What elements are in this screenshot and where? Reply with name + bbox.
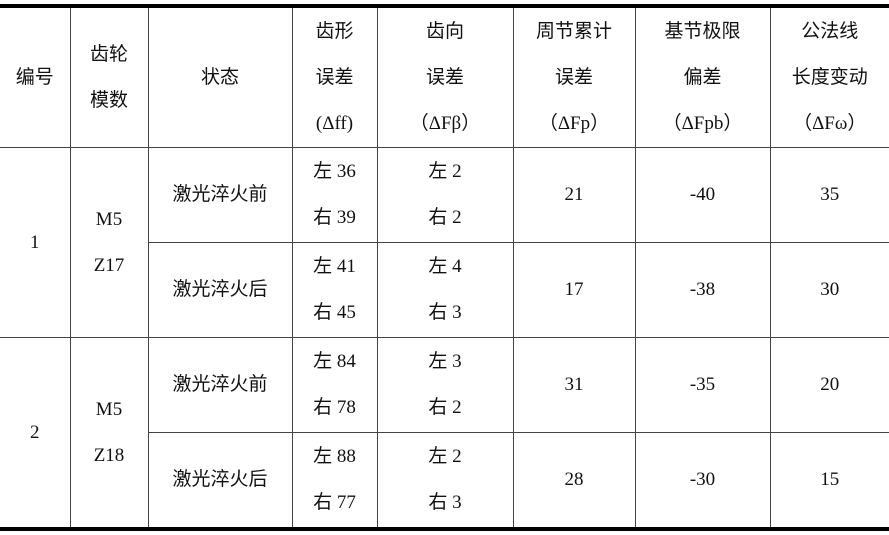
cell-helix: 左 3 右 2 bbox=[376, 337, 514, 433]
right-value: 右 77 bbox=[313, 492, 356, 513]
cell-state: 激光淬火后 bbox=[148, 432, 293, 530]
header-text: （ΔFω） bbox=[793, 112, 867, 134]
cell-profile: 左 41 右 45 bbox=[291, 242, 378, 338]
cell-normal-len: 35 bbox=[769, 147, 889, 243]
cell-state: 激光淬火前 bbox=[147, 147, 293, 243]
header-text: （ΔFβ） bbox=[409, 112, 481, 134]
state-text: 激光淬火后 bbox=[172, 469, 268, 490]
value: 15 bbox=[820, 469, 840, 490]
cell-helix: 左 2 右 2 bbox=[376, 147, 514, 243]
header-text: 长度变动 bbox=[791, 66, 868, 88]
value: -35 bbox=[689, 374, 716, 395]
table-row: 激光淬火后 左 88 右 77 左 2 右 3 28 -30 15 bbox=[0, 432, 889, 530]
header-text: 模数 bbox=[89, 89, 128, 111]
cell-base-pitch: -40 bbox=[634, 147, 771, 243]
value: -30 bbox=[689, 469, 716, 490]
cell-id: 1 bbox=[0, 147, 71, 338]
left-value: 左 88 bbox=[313, 446, 356, 467]
header-text: 编号 bbox=[15, 66, 54, 88]
left-value: 左 4 bbox=[428, 256, 462, 277]
teeth-text: Z18 bbox=[93, 444, 125, 466]
right-value: 右 2 bbox=[428, 397, 462, 418]
left-value: 左 41 bbox=[313, 256, 356, 277]
header-base-pitch: 基节极限偏差 （ΔFpb） bbox=[634, 5, 771, 148]
header-text: （ΔFp） bbox=[538, 112, 610, 134]
header-text: 基节极限 bbox=[664, 20, 741, 42]
cell-id: 2 bbox=[0, 337, 71, 530]
value: 20 bbox=[820, 374, 840, 395]
value: -40 bbox=[689, 184, 716, 205]
cell-pitch-cum: 28 bbox=[512, 432, 636, 530]
gear-error-table: 编号 齿轮模数 状态 齿形误差 (Δff) 齿向误差 （ΔFβ） 周节累计误差 （ΔF… bbox=[0, 4, 889, 531]
cell-normal-len: 20 bbox=[769, 337, 889, 433]
value: 28 bbox=[564, 469, 584, 490]
cell-normal-len: 15 bbox=[769, 432, 889, 530]
cell-helix: 左 4 右 3 bbox=[376, 242, 514, 338]
value: 35 bbox=[820, 184, 840, 205]
id-text: 2 bbox=[30, 421, 40, 443]
header-helix: 齿向误差 （ΔFβ） bbox=[376, 5, 514, 148]
module-text: M5 bbox=[95, 208, 123, 230]
table-row: 激光淬火后 左 41 右 45 左 4 右 3 17 -38 30 bbox=[0, 242, 889, 338]
right-value: 右 2 bbox=[428, 207, 462, 228]
value: 21 bbox=[564, 184, 584, 205]
left-value: 左 36 bbox=[313, 161, 356, 182]
teeth-text: Z17 bbox=[93, 254, 125, 276]
header-text: （ΔFpb） bbox=[662, 112, 743, 134]
cell-state: 激光淬火后 bbox=[148, 242, 293, 338]
id-text: 1 bbox=[30, 231, 40, 253]
state-text: 激光淬火前 bbox=[172, 184, 268, 205]
cell-base-pitch: -30 bbox=[634, 432, 771, 530]
header-row: 编号 齿轮模数 状态 齿形误差 (Δff) 齿向误差 （ΔFβ） 周节累计误差 （ΔF… bbox=[0, 5, 889, 148]
table-row: 2 M5 Z18 激光淬火前 左 84 右 78 左 3 右 2 31 -35 20 bbox=[0, 337, 889, 530]
value: 17 bbox=[564, 279, 584, 300]
cell-normal-len: 30 bbox=[769, 242, 889, 338]
header-id: 编号 bbox=[0, 5, 71, 148]
header-text: 误差 bbox=[554, 66, 593, 88]
header-pitch-cum: 周节累计误差 （ΔFp） bbox=[512, 5, 636, 148]
cell-pitch-cum: 31 bbox=[512, 337, 636, 433]
table-row: 1 M5 Z17 激光淬火前 左 36 右 39 左 2 右 2 21 -40 35 bbox=[0, 147, 889, 338]
cell-profile: 左 88 右 77 bbox=[291, 432, 378, 530]
header-normal-len: 公法线长度变动 （ΔFω） bbox=[769, 5, 889, 148]
left-value: 左 2 bbox=[428, 161, 462, 182]
header-text: 状态 bbox=[200, 66, 239, 88]
header-module: 齿轮 模数 bbox=[69, 5, 149, 148]
header-text: 公法线 bbox=[801, 20, 859, 42]
cell-pitch-cum: 21 bbox=[512, 147, 636, 243]
cell-pitch-cum: 17 bbox=[512, 242, 636, 338]
header-text: 偏差 bbox=[683, 66, 722, 88]
right-value: 右 78 bbox=[313, 397, 356, 418]
header-text: 误差 bbox=[315, 66, 354, 88]
cell-profile: 左 84 右 78 bbox=[291, 337, 378, 433]
header-text: 周节累计 bbox=[535, 20, 612, 42]
right-value: 右 3 bbox=[428, 492, 462, 513]
header-profile: 齿形误差 (Δff) bbox=[291, 5, 378, 148]
cell-helix: 左 2 右 3 bbox=[376, 432, 514, 530]
cell-module: M5 Z17 bbox=[69, 147, 149, 338]
header-text: (Δff) bbox=[315, 112, 354, 134]
cell-profile: 左 36 右 39 bbox=[291, 147, 378, 243]
value: 31 bbox=[564, 374, 584, 395]
header-text: 齿形 bbox=[315, 20, 354, 42]
left-value: 左 2 bbox=[428, 446, 462, 467]
left-value: 左 84 bbox=[313, 351, 356, 372]
module-text: M5 bbox=[95, 398, 123, 420]
value: 30 bbox=[820, 279, 840, 300]
header-text: 齿向 bbox=[425, 20, 464, 42]
state-text: 激光淬火前 bbox=[172, 374, 268, 395]
state-text: 激光淬火后 bbox=[172, 279, 268, 300]
cell-base-pitch: -35 bbox=[634, 337, 771, 433]
value: -38 bbox=[689, 279, 716, 300]
left-value: 左 3 bbox=[428, 351, 462, 372]
header-state: 状态 bbox=[147, 5, 293, 148]
header-text: 齿轮 bbox=[89, 43, 128, 65]
cell-state: 激光淬火前 bbox=[147, 337, 293, 433]
right-value: 右 3 bbox=[428, 302, 462, 323]
right-value: 右 45 bbox=[313, 302, 356, 323]
cell-module: M5 Z18 bbox=[69, 337, 149, 530]
header-text: 误差 bbox=[425, 66, 464, 88]
cell-base-pitch: -38 bbox=[634, 242, 771, 338]
right-value: 右 39 bbox=[313, 207, 356, 228]
